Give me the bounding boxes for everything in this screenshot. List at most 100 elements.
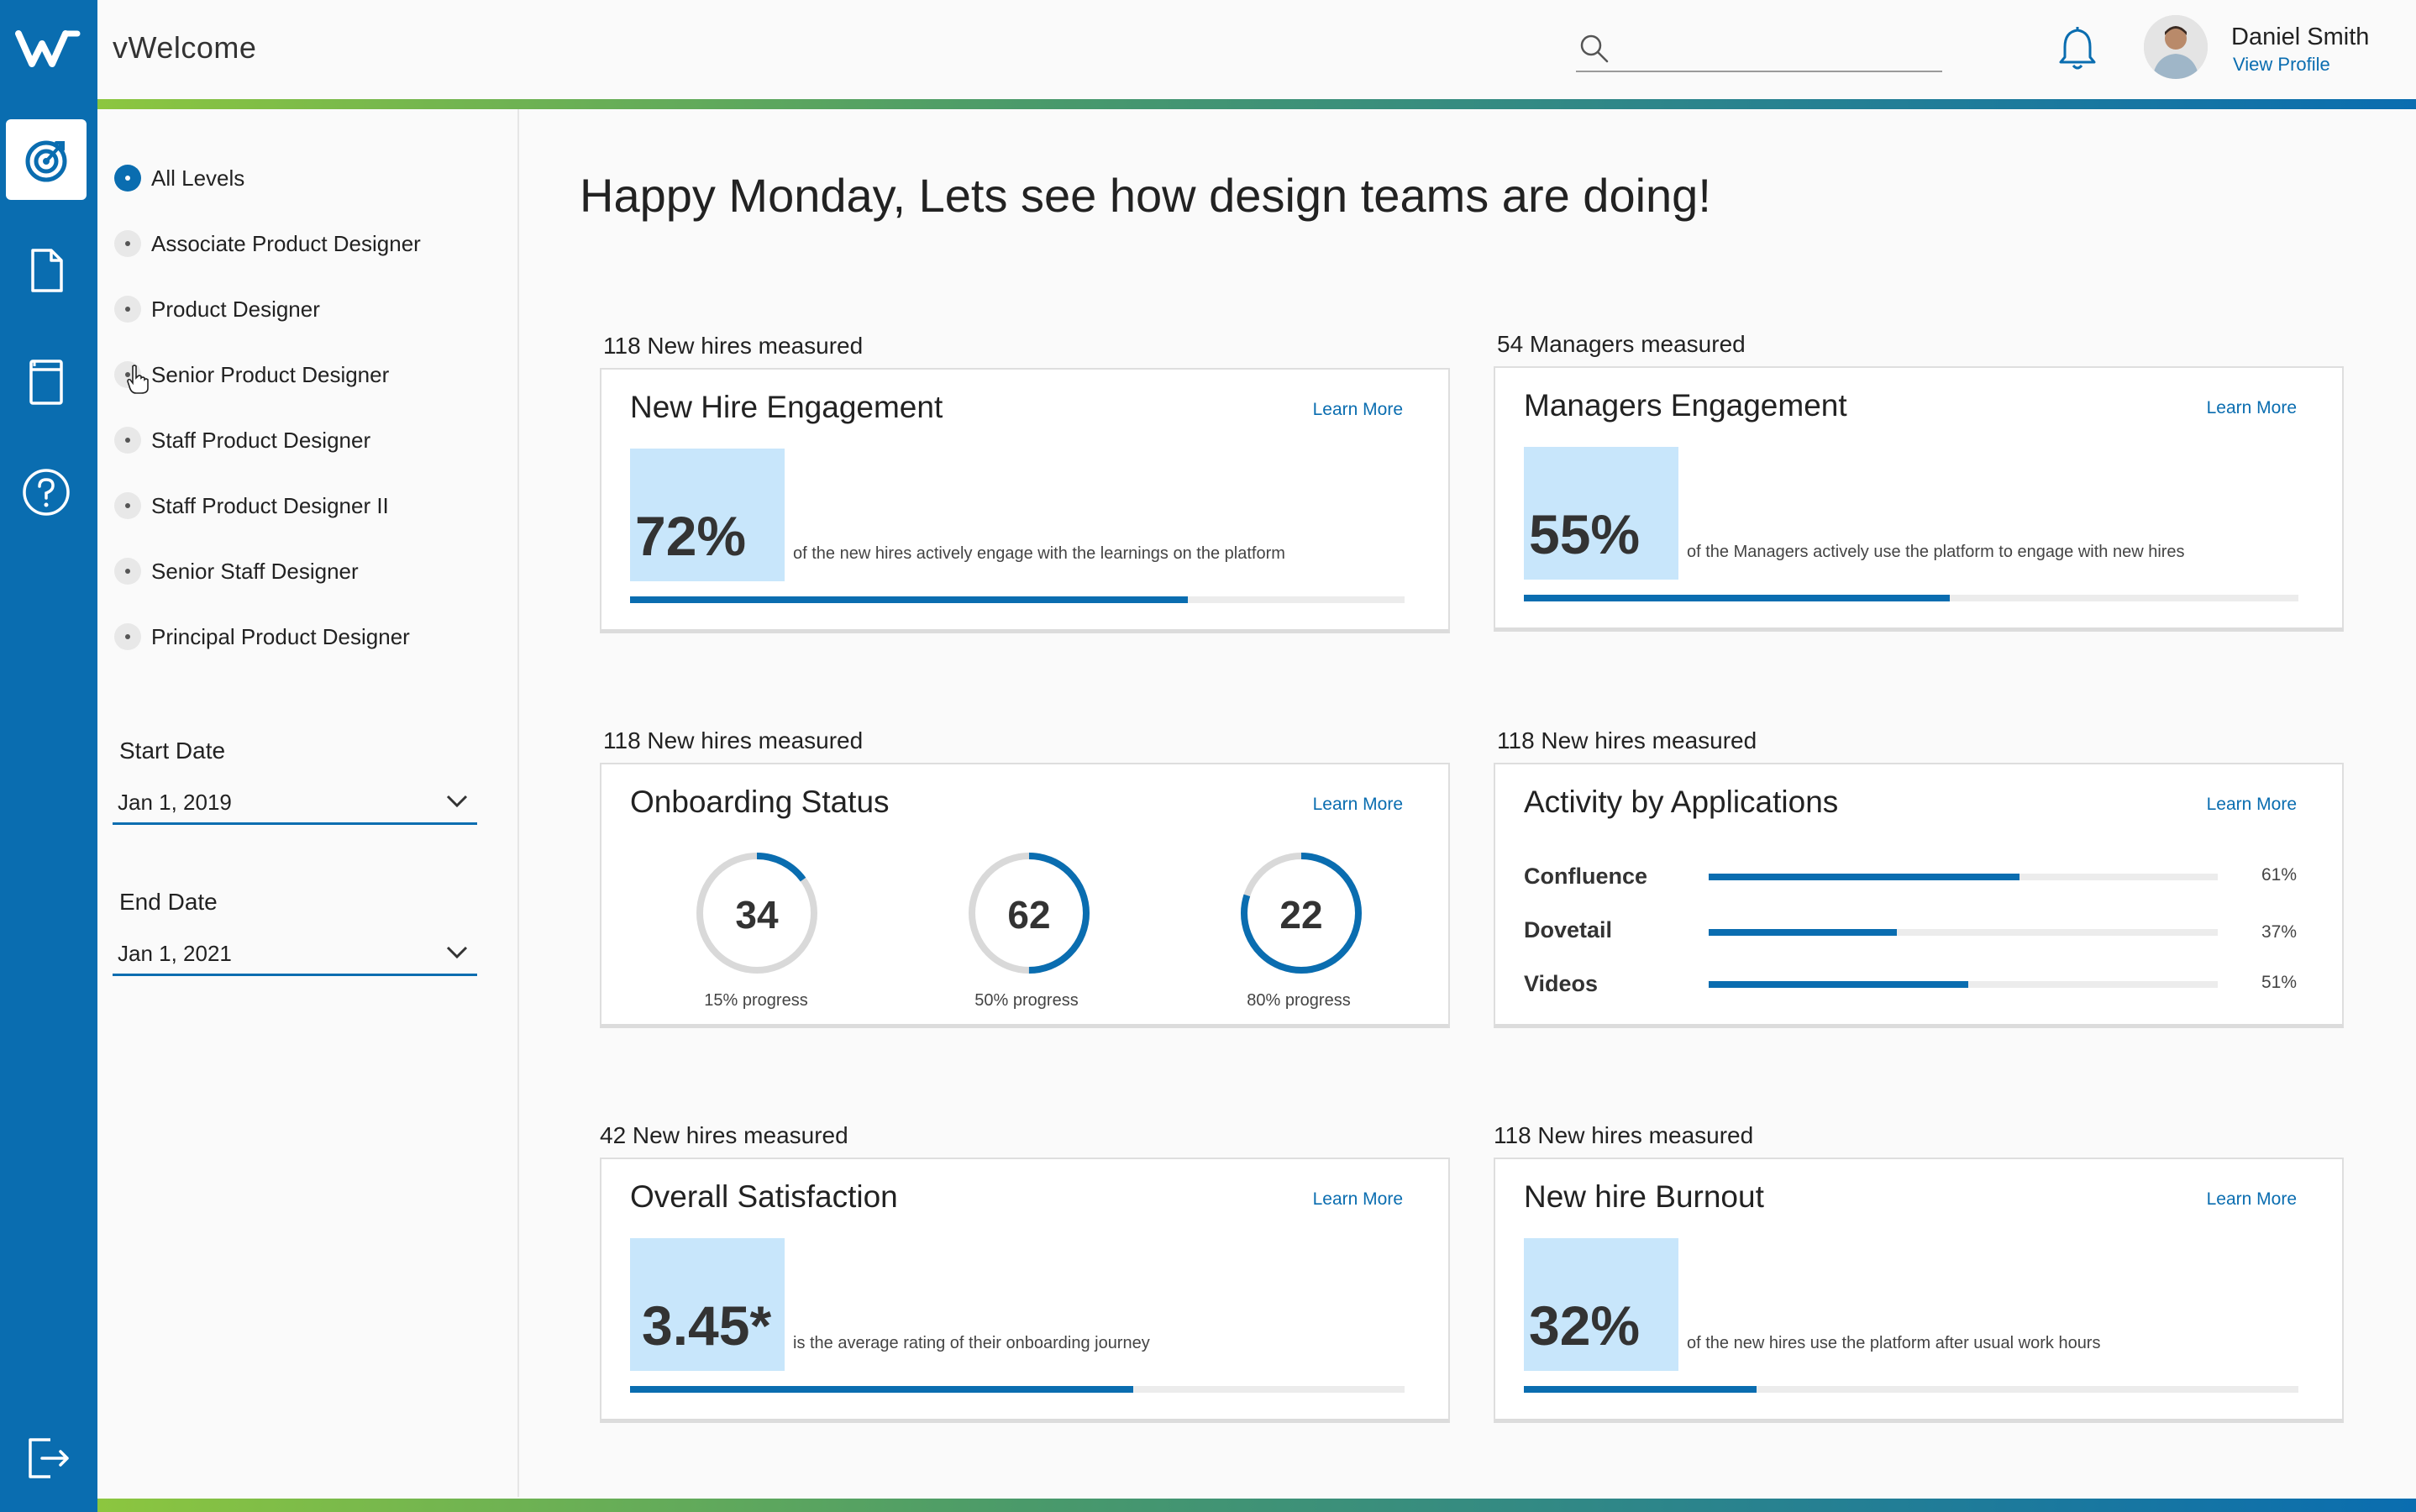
onboarding-caption: 15% progress: [704, 991, 808, 1010]
level-option-senior-product-designer[interactable]: Senior Product Designer: [114, 358, 389, 391]
nav-dashboard[interactable]: [6, 119, 87, 200]
start-date-label: Start Date: [119, 738, 226, 764]
onboarding-count: 34: [735, 893, 779, 937]
learn-more-link[interactable]: Learn More: [1312, 1189, 1403, 1209]
app-logo-icon[interactable]: [15, 25, 82, 72]
progress-ring: [1241, 853, 1362, 974]
progress-bar: [1524, 1386, 2298, 1393]
level-option-senior-staff-designer[interactable]: Senior Staff Designer: [114, 554, 359, 588]
app-usage-bar: [1709, 981, 2218, 988]
new-hire-engagement-card: New Hire Engagement Learn More 72% of th…: [600, 368, 1450, 633]
learn-more-link[interactable]: Learn More: [2206, 795, 2297, 814]
level-label: Associate Product Designer: [151, 230, 421, 256]
progress-ring-fill: [969, 853, 1090, 974]
radio-selected-icon[interactable]: [114, 165, 141, 192]
search-icon: [1580, 34, 1609, 63]
app-name-videos: Videos: [1524, 971, 1599, 996]
progress-fill: [1524, 1386, 1757, 1393]
end-date-select[interactable]: Jan 1, 2021: [113, 932, 477, 976]
onboarding-caption: 80% progress: [1247, 991, 1351, 1010]
page-greeting: Happy Monday, Lets see how design teams …: [580, 169, 1711, 222]
activity-by-applications-card: Activity by Applications Learn More Conf…: [1494, 763, 2344, 1028]
learn-more-link[interactable]: Learn More: [1312, 400, 1403, 419]
top-header: vWelcome Daniel Smith View Profile: [97, 0, 2416, 99]
app-name-dovetail: Dovetail: [1524, 917, 1613, 942]
card-title: New hire Burnout: [1524, 1179, 1764, 1214]
user-photo-icon: [2144, 15, 2208, 79]
learn-more-link[interactable]: Learn More: [2206, 1189, 2297, 1209]
radio-icon[interactable]: [114, 492, 141, 519]
activity-measured: 118 New hires measured: [1497, 727, 1757, 753]
level-label: Senior Staff Designer: [151, 558, 359, 584]
level-option-principal-product-designer[interactable]: Principal Product Designer: [114, 620, 410, 654]
radio-icon[interactable]: [114, 296, 141, 323]
radio-icon[interactable]: [114, 558, 141, 585]
help-icon: [23, 469, 70, 516]
level-option-associate-product-designer[interactable]: Associate Product Designer: [114, 227, 421, 260]
progress-ring: [696, 853, 817, 974]
hand-cursor-icon: [127, 365, 149, 394]
card-title: Overall Satisfaction: [630, 1179, 898, 1214]
stat-description: is the average rating of their onboardin…: [793, 1334, 1150, 1352]
level-option-all-levels[interactable]: All Levels: [114, 161, 244, 195]
managers-engagement-measured: 54 Managers measured: [1497, 331, 1746, 357]
progress-fill: [1524, 595, 1951, 601]
nav-documents[interactable]: [6, 230, 87, 311]
logout-icon[interactable]: [25, 1435, 72, 1482]
progress-bar: [630, 1386, 1405, 1393]
footer-accent-bar: [97, 1499, 2416, 1512]
level-option-product-designer[interactable]: Product Designer: [114, 292, 320, 326]
learn-more-link[interactable]: Learn More: [1312, 795, 1403, 814]
left-rail: [0, 0, 97, 1512]
progress-ring-fill: [1241, 853, 1362, 974]
card-title: Managers Engagement: [1524, 388, 1847, 423]
progress-bar: [630, 596, 1405, 603]
managers-engagement-card: Managers Engagement Learn More 55% of th…: [1494, 366, 2344, 632]
stat-value: 3.45*: [642, 1294, 772, 1357]
start-date-select[interactable]: Jan 1, 2019: [113, 781, 477, 825]
stat-description: of the new hires actively engage with th…: [793, 544, 1285, 563]
app-title: vWelcome: [113, 30, 257, 65]
stat-value: 32%: [1529, 1294, 1641, 1357]
learn-more-link[interactable]: Learn More: [2206, 398, 2297, 417]
level-option-staff-product-designer[interactable]: Staff Product Designer: [114, 423, 370, 457]
search-field[interactable]: [1576, 29, 1942, 72]
view-profile-link[interactable]: View Profile: [2233, 54, 2330, 75]
onboarding-caption: 50% progress: [974, 991, 1079, 1010]
radio-icon[interactable]: [114, 427, 141, 454]
onboarding-count: 62: [1007, 893, 1051, 937]
app-usage-bar: [1709, 874, 2218, 880]
app-usage-fill: [1709, 929, 1898, 936]
level-option-staff-product-designer-ii[interactable]: Staff Product Designer II: [114, 489, 389, 522]
stat-highlight: [630, 1238, 785, 1371]
stat-highlight: [630, 449, 785, 581]
stat-description: of the Managers actively use the platfor…: [1687, 543, 2185, 561]
new-hire-engagement-measured: 118 New hires measured: [603, 333, 864, 359]
level-label: Principal Product Designer: [151, 623, 410, 649]
card-title: New Hire Engagement: [630, 390, 943, 424]
card-title: Onboarding Status: [630, 785, 890, 819]
new-hire-burnout-card: New hire Burnout Learn More 32% of the n…: [1494, 1158, 2344, 1423]
filter-panel: All Levels Associate Product Designer Pr…: [97, 109, 519, 1497]
overall-satisfaction-measured: 42 New hires measured: [600, 1122, 848, 1148]
avatar[interactable]: [2144, 15, 2208, 79]
app-usage-percent: 51%: [2261, 973, 2297, 992]
radio-icon[interactable]: [114, 230, 141, 257]
app-usage-fill: [1709, 874, 2019, 880]
stat-description: of the new hires use the platform after …: [1687, 1334, 2101, 1352]
level-label: Senior Product Designer: [151, 361, 390, 387]
chevron-down-icon: [446, 946, 468, 959]
overall-satisfaction-card: Overall Satisfaction Learn More 3.45* is…: [600, 1158, 1450, 1423]
stat-highlight: [1524, 447, 1678, 580]
end-date-label: End Date: [119, 889, 218, 915]
notification-bell-icon[interactable]: [2056, 25, 2098, 72]
chevron-down-icon: [446, 795, 468, 808]
nav-help[interactable]: [6, 452, 87, 533]
level-label: Staff Product Designer II: [151, 492, 389, 518]
end-date-value: Jan 1, 2021: [118, 941, 232, 966]
nav-library[interactable]: [6, 341, 87, 422]
level-label: All Levels: [151, 165, 245, 191]
progress-ring-fill: [696, 853, 817, 974]
stat-value: 72%: [635, 505, 747, 567]
radio-icon[interactable]: [114, 623, 141, 650]
